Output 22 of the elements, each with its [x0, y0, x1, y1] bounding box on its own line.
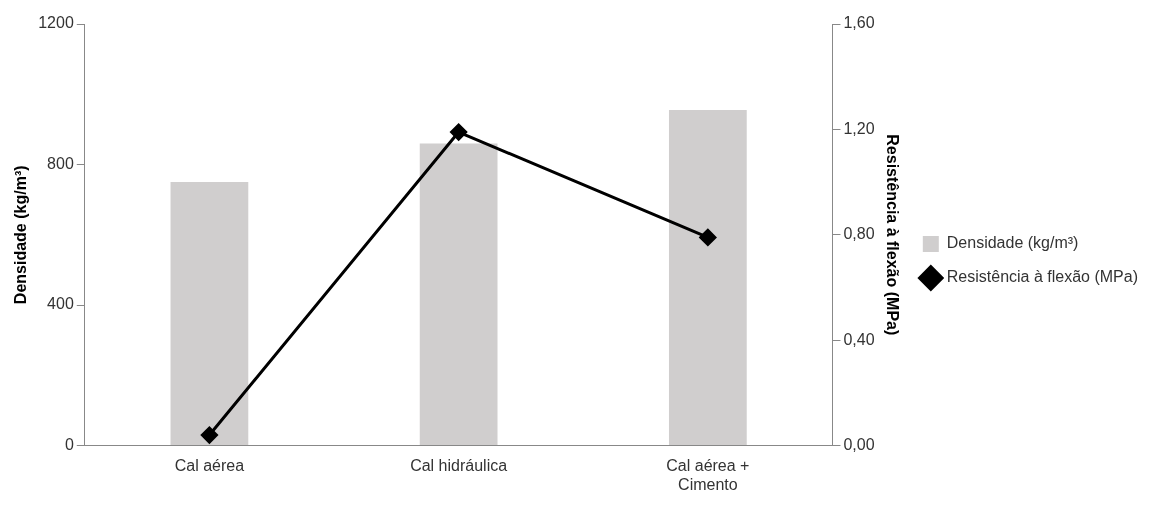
- x-tick-label: Cal aérea + Cimento: [666, 456, 750, 493]
- point: [200, 426, 218, 444]
- point: [699, 228, 717, 246]
- y-tick-label: 800: [47, 154, 74, 172]
- bar: [170, 182, 249, 446]
- y2-axis-title: Resistência à flexão (MPa): [883, 134, 901, 336]
- y2-tick-label: 0,80: [843, 225, 875, 243]
- legend-label: Resistência à flexão (MPa): [946, 268, 1138, 286]
- y2-tick-label: 1,20: [843, 119, 875, 137]
- y2-tick-label: 0,00: [843, 436, 875, 454]
- y2-tick-label: 0,40: [843, 330, 875, 348]
- y-tick-label: 0: [64, 436, 74, 454]
- x-tick-label: Cal hidráulica: [410, 456, 508, 474]
- legend-label: Densidade (kg/m³): [946, 234, 1079, 252]
- point: [450, 123, 468, 141]
- x-tick-label: Cal aérea: [174, 456, 245, 474]
- bar: [419, 143, 498, 446]
- y-axis-title: Densidade (kg/m³): [12, 165, 30, 305]
- y-tick-label: 1200: [38, 14, 74, 32]
- y-tick-label: 400: [47, 295, 74, 313]
- y2-tick-label: 1,60: [843, 14, 875, 32]
- bar: [668, 110, 747, 446]
